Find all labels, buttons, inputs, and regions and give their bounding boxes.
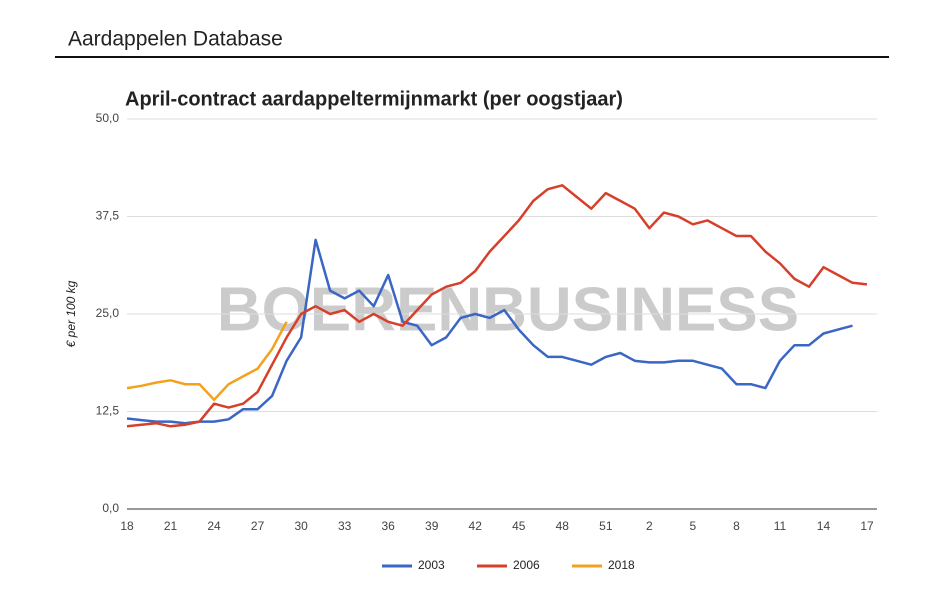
x-tick-label: 27: [251, 519, 265, 533]
x-tick-label: 45: [512, 519, 526, 533]
y-tick-label: 0,0: [102, 501, 119, 515]
x-tick-label: 51: [599, 519, 613, 533]
x-tick-label: 11: [774, 519, 787, 533]
x-tick-label: 39: [425, 519, 439, 533]
x-tick-label: 36: [381, 519, 395, 533]
y-tick-label: 37,5: [96, 209, 120, 223]
x-tick-label: 5: [690, 519, 697, 533]
x-tick-label: 24: [207, 519, 221, 533]
chart-title: April-contract aardappeltermijnmarkt (pe…: [125, 88, 623, 110]
y-tick-label: 25,0: [96, 306, 120, 320]
x-tick-label: 48: [556, 519, 570, 533]
series-line: [126, 184, 868, 428]
x-tick-label: 42: [469, 519, 483, 533]
x-tick-label: 30: [294, 519, 308, 533]
legend-label: 2018: [608, 558, 635, 572]
y-tick-label: 12,5: [96, 404, 120, 418]
x-tick-label: 8: [733, 519, 740, 533]
page-title: Aardappelen Database: [68, 28, 283, 51]
x-tick-label: 2: [646, 519, 653, 533]
y-axis-label: € per 100 kg: [64, 280, 78, 347]
x-tick-label: 18: [120, 519, 134, 533]
series-line: [126, 238, 853, 425]
watermark: BOERENBUSINESS: [217, 275, 799, 344]
series-line: [126, 321, 288, 402]
x-tick-label: 14: [817, 519, 831, 533]
legend-label: 2003: [418, 558, 445, 572]
y-tick-label: 50,0: [96, 111, 120, 125]
x-tick-label: 17: [860, 519, 874, 533]
legend-label: 2006: [513, 558, 540, 572]
x-tick-label: 21: [164, 519, 178, 533]
x-tick-label: 33: [338, 519, 352, 533]
